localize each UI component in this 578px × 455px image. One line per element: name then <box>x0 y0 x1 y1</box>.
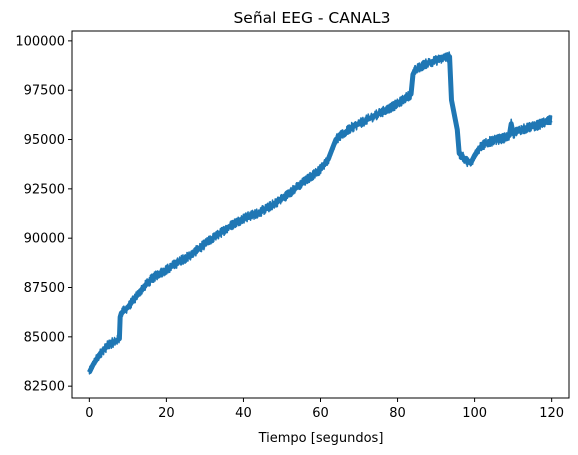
y-tick-label: 97500 <box>24 84 65 99</box>
y-tick-label: 90000 <box>24 232 65 247</box>
plot-area <box>87 51 553 375</box>
series-trend-band <box>87 54 553 374</box>
chart-title: Señal EEG - CANAL3 <box>233 9 390 27</box>
x-tick-label: 20 <box>158 406 175 421</box>
x-tick-label: 40 <box>235 406 252 421</box>
y-tick-label: 92500 <box>24 182 65 197</box>
y-tick-label: 82500 <box>24 380 65 395</box>
y-tick-label: 85000 <box>24 330 65 345</box>
x-tick-label: 100 <box>462 406 487 421</box>
y-tick-label: 87500 <box>24 281 65 296</box>
y-axis: 82500 85000 87500 90000 92500 95000 97500 10000… <box>15 34 72 395</box>
x-axis-title: Tiempo [segundos] <box>258 431 384 446</box>
x-tick-label: 0 <box>85 406 93 421</box>
x-tick-label: 80 <box>389 406 406 421</box>
y-tick-label: 95000 <box>24 133 65 148</box>
x-tick-label: 120 <box>539 406 564 421</box>
y-tick-label: 100000 <box>15 34 65 49</box>
x-axis: 0 20 40 60 80 100 120 <box>85 398 564 421</box>
x-tick-label: 60 <box>312 406 329 421</box>
